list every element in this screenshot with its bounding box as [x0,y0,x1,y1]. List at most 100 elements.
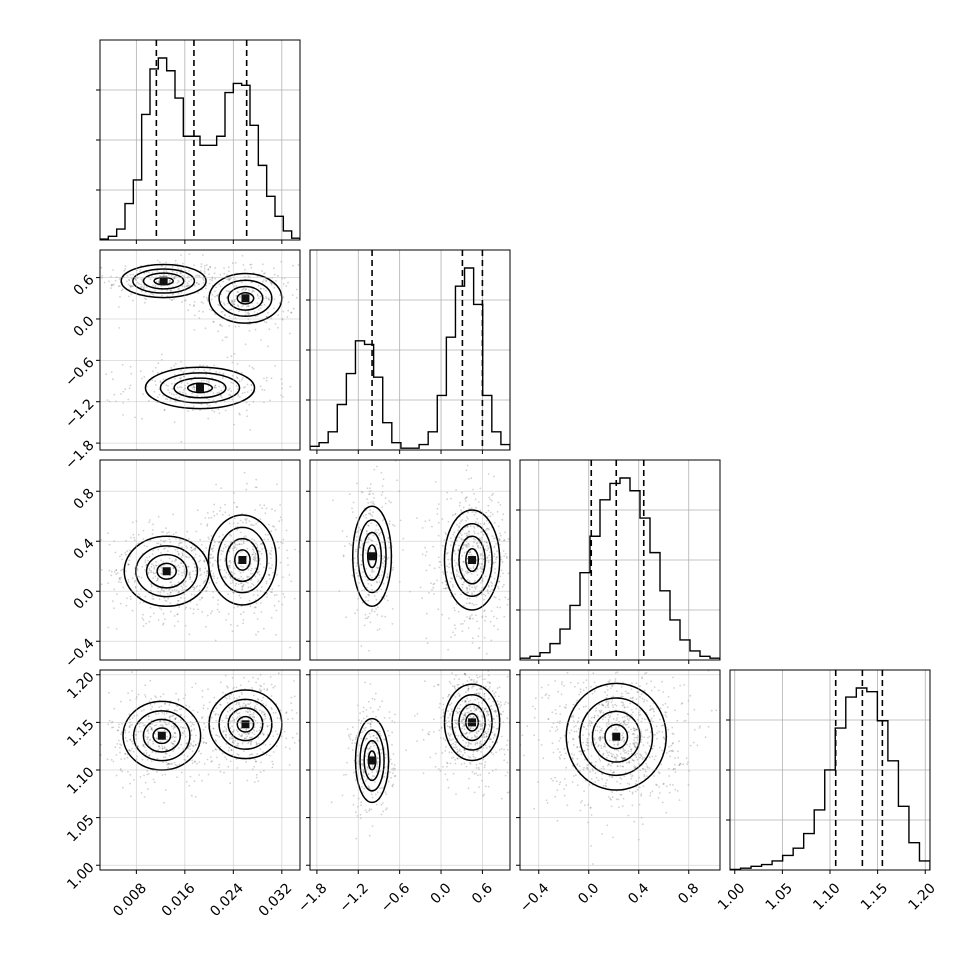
scatter-point [489,725,491,728]
scatter-point [620,722,623,725]
scatter-point [253,612,256,614]
scatter-point [471,642,474,644]
scatter-point [192,745,195,748]
scatter-point [276,717,279,719]
scatter-point [488,738,491,741]
scatter-point [129,384,132,387]
scatter-point [223,303,226,306]
scatter-point [245,710,248,713]
scatter-point [161,725,163,727]
scatter-point [452,742,455,745]
scatter-point [447,732,450,735]
scatter-point [118,577,121,579]
scatter-point [222,576,225,579]
scatter-point [380,803,383,806]
scatter-point [108,691,110,694]
scatter-point [293,695,296,698]
scatter-point [185,781,188,783]
scatter-point [506,761,509,764]
scatter-point [111,726,113,729]
scatter-point [628,719,630,722]
scatter-point [182,375,185,378]
scatter-point [192,608,195,610]
scatter-point [227,573,230,576]
scatter-point [391,762,393,765]
scatter-point [399,519,402,522]
scatter-point [263,303,266,306]
scatter-point [132,299,134,302]
scatter-point [162,693,165,695]
scatter-point [189,578,191,581]
scatter-point [167,389,170,391]
scatter-point [427,732,429,735]
scatter-point [579,809,582,812]
scatter-point [365,737,368,740]
scatter-point [171,715,174,717]
scatter-point [367,700,370,703]
scatter-point [454,593,457,595]
scatter-point [289,646,291,649]
scatter-point [454,564,457,567]
scatter-point [388,734,390,737]
scatter-point [177,553,180,556]
scatter-point [268,574,271,577]
scatter-point [495,558,497,561]
scatter-point [465,534,468,537]
scatter-point [177,279,180,282]
scatter-point [157,619,160,621]
scatter-point [431,525,433,528]
scatter-point [107,626,110,629]
scatter-point [483,523,485,526]
scatter-point [458,694,461,696]
scatter-point [205,742,208,744]
scatter-point [160,539,162,542]
scatter-point [163,274,166,276]
scatter-point [416,713,419,715]
scatter-point [262,711,265,714]
scatter-point [456,751,459,754]
scatter-point [234,282,236,285]
scatter-point [211,279,214,282]
scatter-point [472,545,474,547]
scatter-point [211,277,214,280]
scatter-point [158,388,161,391]
scatter-point [458,526,460,529]
scatter-point [174,709,177,711]
scatter-point [277,584,280,587]
scatter-point [480,743,483,746]
scatter-point [384,772,387,775]
scatter-point [144,694,147,696]
scatter-point [224,511,227,514]
scatter-point [193,586,196,589]
scatter-point [136,569,139,572]
scatter-point [594,729,597,732]
scatter-point [578,746,581,748]
scatter-point [634,741,637,744]
scatter-point [445,552,448,555]
scatter-point [246,518,248,520]
scatter-point [485,652,488,655]
scatter-point [607,680,610,683]
scatter-point [139,270,141,273]
scatter-point [491,582,494,585]
scatter-point [212,563,214,566]
scatter-point [119,746,121,749]
scatter-point [504,596,507,599]
scatter-point [678,799,681,801]
scatter-point [474,682,477,684]
scatter-point [145,286,148,288]
scatter-point [151,751,154,754]
scatter-point [268,754,271,757]
scatter-point [365,552,367,555]
scatter-point [227,613,230,615]
scatter-point [110,371,113,373]
scatter-point [229,582,232,585]
scatter-point [484,785,487,788]
scatter-point [465,545,467,548]
scatter-point [119,751,121,754]
scatter-point [368,809,371,812]
scatter-point [136,714,139,717]
scatter-point [192,548,195,551]
scatter-point [446,725,449,727]
scatter-point [490,584,493,587]
